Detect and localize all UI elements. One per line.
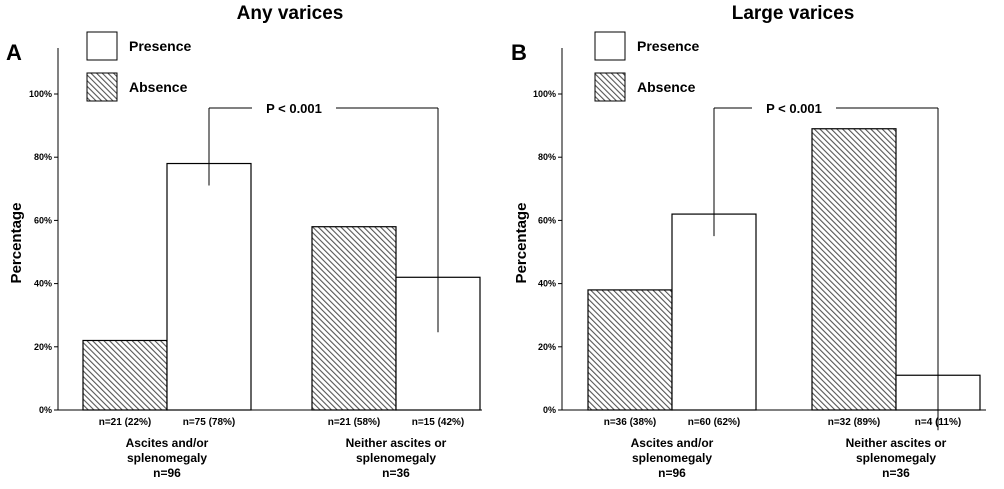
category-label-line: Ascites and/or — [126, 436, 209, 450]
panel-b-title: Large varices — [732, 3, 855, 24]
y-tick-label: 0% — [39, 405, 52, 415]
y-tick-label: 40% — [34, 279, 52, 289]
p-value-label: P < 0.001 — [266, 101, 322, 116]
category-label-line: Neither ascites or — [846, 436, 947, 450]
category-label-line: splenomegaly — [632, 451, 712, 465]
panel-a: Any varices A Percentage Presence Absence… — [6, 3, 482, 480]
legend-swatch-presence — [86, 31, 118, 61]
panel-b: Large varices B Percentage Presence Absen… — [511, 3, 986, 480]
p-value-label: P < 0.001 — [766, 101, 822, 116]
category-label-line: Ascites and/or — [631, 436, 714, 450]
bar-presence-0 — [166, 162, 252, 411]
y-tick-label: 20% — [34, 342, 52, 352]
y-tick-label: 60% — [34, 215, 52, 225]
y-tick-label: 0% — [543, 405, 556, 415]
category-label-line: splenomegaly — [356, 451, 436, 465]
legend-swatch-presence — [594, 31, 626, 61]
y-tick-label: 80% — [34, 152, 52, 162]
category-label-line: splenomegaly — [127, 451, 207, 465]
y-tick-label: 20% — [538, 342, 556, 352]
y-tick-label: 40% — [538, 279, 556, 289]
legend-label-absence: Absence — [129, 79, 188, 95]
y-tick-label: 80% — [538, 152, 556, 162]
bar-label-presence-0: n=60 (62%) — [688, 417, 741, 428]
category-label-line: Neither ascites or — [346, 436, 447, 450]
bar-absence-0 — [82, 339, 168, 411]
bar-label-absence-0: n=36 (38%) — [604, 417, 657, 428]
panel-a-bars: n=21 (22%) n=75 (78%) n=21 (58%) n=15 (42%) — [82, 162, 481, 428]
bar-label-presence-0: n=75 (78%) — [183, 417, 236, 428]
category-label-line: n=96 — [153, 466, 181, 480]
y-tick-label: 100% — [533, 89, 556, 99]
panel-a-title: Any varices — [237, 3, 344, 24]
bar-label-absence-1: n=32 (89%) — [828, 417, 881, 428]
bar-absence-0 — [587, 289, 673, 411]
y-tick-label: 100% — [29, 89, 52, 99]
panel-a-legend: Presence Absence — [86, 31, 191, 102]
bar-label-absence-0: n=21 (22%) — [99, 417, 152, 428]
panel-a-y-axis-label: Percentage — [8, 203, 25, 284]
panel-a-p-value-bracket: P < 0.001 — [208, 101, 439, 333]
panel-b-letter: B — [511, 40, 527, 65]
bar-presence-0 — [671, 213, 757, 411]
panel-b-bars: n=36 (38%) n=60 (62%) n=32 (89%) n=4 (11%) — [587, 128, 981, 428]
legend-swatch-absence — [86, 72, 118, 102]
legend-swatch-absence — [594, 72, 626, 102]
panel-b-y-axis-label: Percentage — [513, 203, 530, 284]
legend-label-absence: Absence — [637, 79, 696, 95]
category-label-line: n=96 — [658, 466, 686, 480]
category-label-line: n=36 — [382, 466, 410, 480]
legend-label-presence: Presence — [129, 38, 191, 54]
panel-b-p-value-bracket: P < 0.001 — [713, 101, 939, 431]
category-label-line: splenomegaly — [856, 451, 936, 465]
panel-a-letter: A — [6, 40, 22, 65]
legend-label-presence: Presence — [637, 38, 699, 54]
bar-label-absence-1: n=21 (58%) — [328, 417, 381, 428]
panel-b-legend: Presence Absence — [594, 31, 699, 102]
category-label-line: n=36 — [882, 466, 910, 480]
y-tick-label: 60% — [538, 215, 556, 225]
bar-absence-1 — [811, 128, 897, 411]
bar-label-presence-1: n=15 (42%) — [412, 417, 465, 428]
bar-absence-1 — [311, 226, 397, 411]
